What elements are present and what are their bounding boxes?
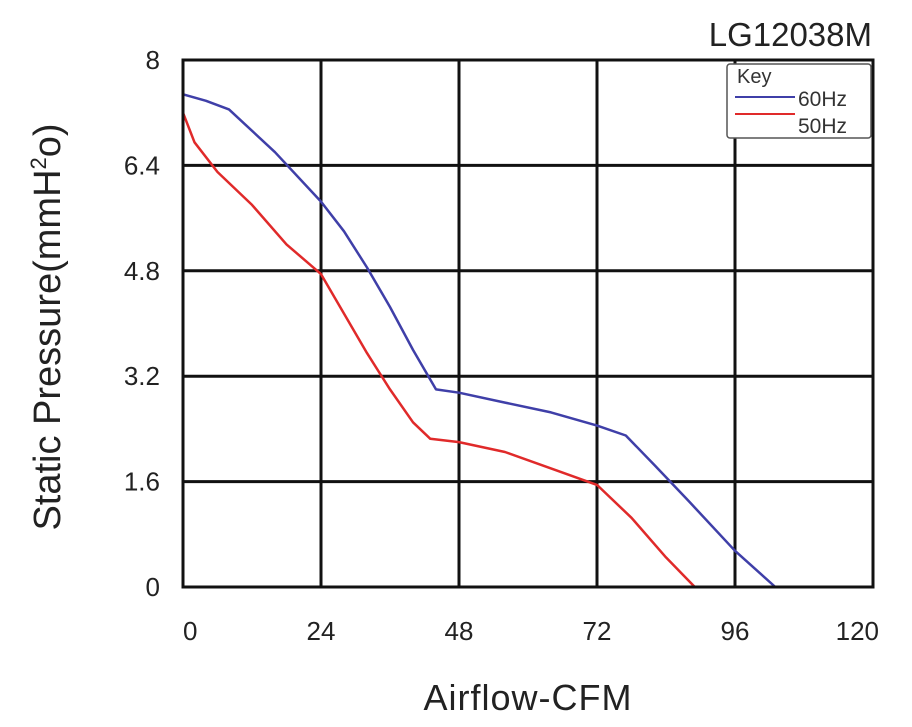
x-tick-label-0: 0 [183,616,197,646]
legend-label-60hz: 60Hz [798,88,847,111]
y-tick-label-5: 8 [146,45,160,75]
x-tick-labels: 0 24 48 72 96 120 [183,616,879,646]
y-tick-label-4: 6.4 [124,150,160,180]
series-line-50hz [181,112,696,588]
y-axis-label-main: Static Pressure(mmH [27,169,69,530]
series-layer [181,93,777,588]
y-tick-label-2: 3.2 [124,361,160,391]
legend: Key 60Hz 50Hz [726,63,872,139]
legend-label-50hz: 50Hz [798,115,847,138]
x-tick-label-4: 96 [721,616,750,646]
chart-title: LG12038M [709,16,872,53]
y-tick-labels: 0 1.6 3.2 4.8 6.4 8 [124,45,160,602]
y-tick-label-0: 0 [146,572,160,602]
x-tick-label-2: 48 [445,616,474,646]
x-axis-label: Airflow-CFM [424,677,633,718]
plot-border [181,58,875,589]
y-tick-label-3: 4.8 [124,256,160,286]
y-tick-label-1: 1.6 [124,467,160,497]
y-axis-label-tail: o) [27,123,69,157]
y-axis-label-sup: 2 [26,157,51,169]
y-axis-label: Static Pressure(mmH2o) [26,123,69,530]
series-line-60hz [182,93,777,588]
x-tick-label-1: 24 [307,616,336,646]
x-tick-label-3: 72 [583,616,612,646]
grid-lines [181,58,875,589]
legend-title: Key [737,66,771,88]
x-tick-label-5: 120 [836,616,879,646]
legend-box [726,63,872,139]
